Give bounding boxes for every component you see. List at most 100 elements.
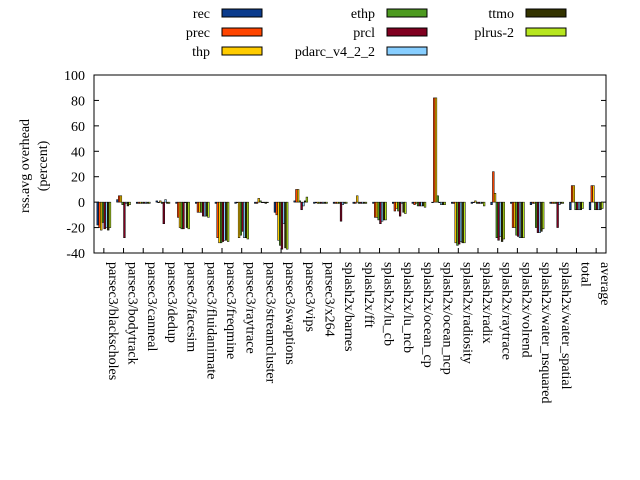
bar-ethp xyxy=(259,200,262,203)
x-tick-label: parsec3/streamcluster xyxy=(262,262,277,384)
bar-prcl xyxy=(536,201,540,233)
bar-prcl xyxy=(418,201,421,207)
bar-ethp xyxy=(239,201,242,236)
bar-pdarc_v4_2_2 xyxy=(164,199,167,203)
bar-plrus-2 xyxy=(443,201,446,205)
y-tick-label: -40 xyxy=(66,247,85,262)
bar-ethp xyxy=(515,201,518,236)
bar-rec xyxy=(490,201,493,205)
bar-prcl xyxy=(359,201,362,204)
legend-swatch-ethp xyxy=(386,8,428,18)
plot-frame xyxy=(93,74,607,254)
bar-ttmo xyxy=(284,201,287,249)
bar-thp xyxy=(198,201,201,213)
bar-prcl xyxy=(320,201,323,204)
bar-thp xyxy=(257,198,260,203)
legend-label-rec: rec xyxy=(193,7,210,22)
bar-prec xyxy=(531,201,534,204)
bar-thp xyxy=(592,185,595,203)
y-tick-label: -20 xyxy=(66,222,85,237)
bar-thp xyxy=(336,201,339,204)
x-tick-label: average xyxy=(597,262,612,306)
bar-ethp xyxy=(180,201,183,230)
bar-prcl xyxy=(379,201,382,225)
bar-pdarc_v4_2_2 xyxy=(125,201,128,204)
x-tick-label: parsec3/blackscholes xyxy=(105,262,120,380)
bar-prec xyxy=(511,201,515,228)
x-tick-label: splash2x/ocean_ncp xyxy=(440,262,455,375)
bar-prec xyxy=(354,201,357,204)
bar-ttmo xyxy=(363,201,366,204)
bar-pdarc_v4_2_2 xyxy=(479,201,482,204)
bar-pdarc_v4_2_2 xyxy=(184,201,187,203)
bar-ethp xyxy=(554,201,558,204)
bar-ethp xyxy=(121,201,124,205)
bar-plrus-2 xyxy=(286,201,289,250)
bar-prcl xyxy=(438,201,441,203)
bar-prcl xyxy=(300,201,303,211)
bar-plrus-2 xyxy=(561,201,565,204)
bar-prec xyxy=(551,201,554,204)
bar-ttmo xyxy=(205,201,208,217)
bar-ttmo xyxy=(500,201,504,242)
bar-prec xyxy=(413,201,416,205)
bar-ethp xyxy=(416,201,420,207)
legend-swatch-pdarc_v4_2_2 xyxy=(386,46,428,56)
bar-rec xyxy=(431,201,434,203)
y-tick-label: 60 xyxy=(71,120,85,135)
bar-pdarc_v4_2_2 xyxy=(203,201,207,217)
y-tick-label: 20 xyxy=(71,171,85,186)
bar-prec xyxy=(452,201,456,204)
bar-prec xyxy=(334,201,337,204)
bar-prec xyxy=(590,185,593,203)
y-tick-label: 0 xyxy=(78,196,85,211)
bar-ethp xyxy=(574,201,577,211)
bar-prec xyxy=(236,201,239,203)
bar-plrus-2 xyxy=(167,201,171,204)
bar-plrus-2 xyxy=(542,201,545,230)
bar-pdarc_v4_2_2 xyxy=(577,201,581,211)
bar-ethp xyxy=(200,201,203,213)
bar-plrus-2 xyxy=(502,201,505,240)
bar-ethp xyxy=(436,195,439,203)
legend-swatch-thp xyxy=(221,46,263,56)
bar-ttmo xyxy=(264,201,267,204)
bar-pdarc_v4_2_2 xyxy=(361,201,364,204)
bar-pdarc_v4_2_2 xyxy=(302,201,305,207)
bar-ethp xyxy=(318,201,321,204)
x-tick-label: splash2x/lu_cb xyxy=(381,262,396,346)
bar-rec xyxy=(470,201,473,204)
bar-ttmo xyxy=(225,201,228,241)
bar-prec xyxy=(295,189,298,203)
bar-ttmo xyxy=(382,201,386,221)
bar-pdarc_v4_2_2 xyxy=(538,201,541,233)
bar-thp xyxy=(237,201,241,238)
bar-thp xyxy=(572,185,575,203)
bar-plrus-2 xyxy=(581,201,584,209)
bar-plrus-2 xyxy=(108,201,112,228)
bar-thp xyxy=(119,195,123,203)
bar-ethp xyxy=(594,201,597,211)
bar-plrus-2 xyxy=(246,201,249,240)
bar-thp xyxy=(493,192,497,203)
bar-rec xyxy=(352,201,355,204)
bar-ethp xyxy=(279,201,282,246)
bar-plrus-2 xyxy=(601,201,604,209)
x-tick-label: splash2x/water_spatial xyxy=(558,262,573,390)
bar-plrus-2 xyxy=(404,201,407,214)
bar-pdarc_v4_2_2 xyxy=(341,201,344,205)
bar-ttmo xyxy=(422,201,425,207)
legend-label-plrus-2: plrus-2 xyxy=(474,26,514,41)
bar-prcl xyxy=(142,201,146,204)
bar-prec xyxy=(216,201,219,238)
bar-prcl xyxy=(339,201,343,222)
bar-pdarc_v4_2_2 xyxy=(381,201,384,222)
bars xyxy=(96,97,604,253)
bar-thp xyxy=(513,201,516,228)
bar-ttmo xyxy=(520,201,523,238)
bar-ethp xyxy=(141,201,144,204)
x-tick-label: parsec3/dedup xyxy=(164,262,179,343)
x-tick-label: parsec3/bodytrack xyxy=(125,262,140,365)
bar-ttmo xyxy=(126,201,130,207)
